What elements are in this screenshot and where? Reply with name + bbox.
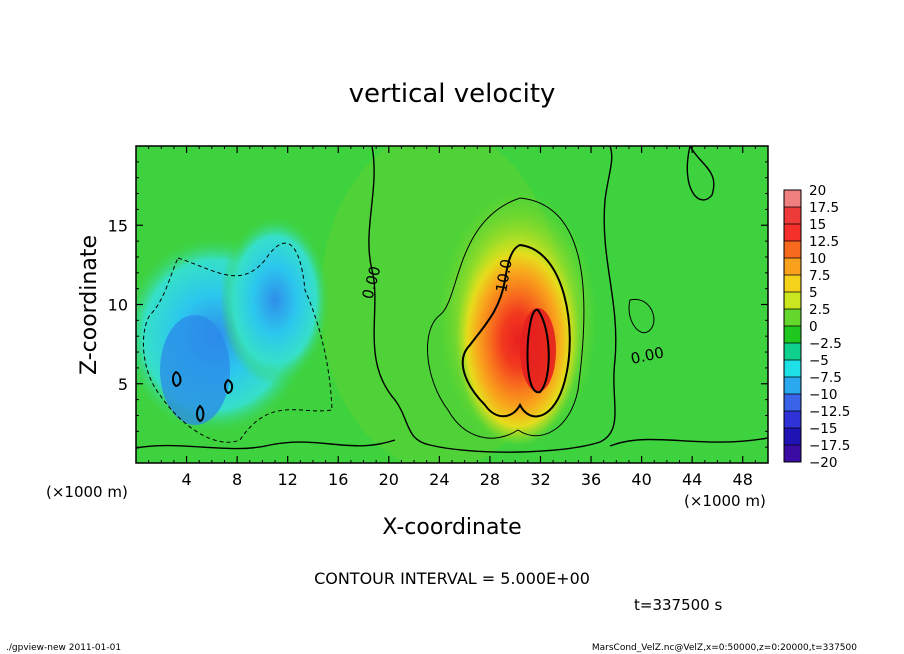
contour-neg10: [172, 370, 182, 388]
x-unit-left: (×1000 m): [46, 483, 128, 501]
footer-left: ./gpview-new 2011-01-01: [6, 643, 121, 653]
contour-zero: [628, 298, 655, 333]
colorbar-swatch: [784, 275, 801, 293]
colorbar-swatch: [784, 377, 801, 395]
contour-interval-text: CONTOUR INTERVAL = 5.000E+00: [314, 569, 590, 588]
x-tick-label: 48: [733, 470, 753, 489]
contour-10: [461, 243, 571, 418]
downdraft-core: [160, 315, 230, 425]
colorbar-label: −15: [809, 421, 838, 437]
colorbar-label: −10: [809, 387, 838, 403]
colorbar-swatch: [784, 445, 801, 463]
updraft-max: [520, 308, 556, 392]
contour-neg10: [224, 378, 234, 395]
contour-zero: [686, 146, 715, 201]
colorbar-label: −20: [809, 455, 838, 471]
colorbar-label: −2.5: [809, 336, 842, 352]
colorbar-swatch: [784, 394, 801, 412]
contour-neg5: [142, 242, 333, 443]
colorbar-swatch: [784, 190, 801, 208]
footer-right: MarsCond_VelZ.nc@VelZ,x=0:50000,z=0:2000…: [592, 643, 857, 653]
y-tick-label: 5: [118, 375, 128, 394]
colorbar-label: 0: [809, 319, 818, 335]
y-axis-label: Z-coordinate: [77, 235, 102, 375]
colorbar-swatch: [784, 241, 801, 259]
contour-zero: [136, 439, 396, 450]
x-tick-label: 24: [429, 470, 449, 489]
x-tick-label: 8: [232, 470, 242, 489]
x-unit-right: (×1000 m): [684, 492, 766, 510]
contour-zero: [609, 437, 768, 447]
x-axis-label: X-coordinate: [382, 515, 521, 540]
colorbar-label: 17.5: [809, 200, 839, 216]
colorbar-label: −12.5: [809, 404, 850, 420]
colorbar-label: 15: [809, 217, 826, 233]
colorbar-swatch: [784, 292, 801, 310]
x-tick-label: 12: [278, 470, 298, 489]
x-tick-label: 40: [631, 470, 651, 489]
colorbar: 2017.51512.5107.552.50−2.5−5−7.5−10−12.5…: [783, 183, 850, 471]
x-tick-label: 36: [581, 470, 601, 489]
x-tick-label: 4: [181, 470, 191, 489]
colorbar-label: −5: [809, 353, 829, 369]
downdraft-blob: [220, 215, 330, 385]
x-tick-label: 28: [480, 470, 500, 489]
contour-zero: [368, 146, 617, 453]
colorbar-label: 10: [809, 251, 826, 267]
colorbar-label: 5: [809, 285, 818, 301]
colorbar-swatch: [784, 343, 801, 361]
colorbar-label: 2.5: [809, 302, 830, 318]
updraft-core: [456, 235, 580, 445]
colorbar-swatch: [784, 326, 801, 344]
contour-5: [427, 197, 585, 439]
colorbar-label: −17.5: [809, 438, 850, 454]
colorbar-swatch: [784, 258, 801, 276]
colorbar-label: 20: [809, 183, 826, 199]
contour-neg10: [196, 404, 205, 423]
colorbar-swatch: [784, 428, 801, 446]
colorbar-label: 12.5: [809, 234, 839, 250]
contour-label: 10.0: [492, 258, 516, 294]
y-tick-label: 15: [108, 216, 128, 235]
colorbar-label: −7.5: [809, 370, 842, 386]
colorbar-swatch: [784, 309, 801, 327]
chart-title: vertical velocity: [349, 79, 556, 109]
colorbar-swatch: [784, 360, 801, 378]
colorbar-swatch: [784, 224, 801, 242]
x-tick-label: 20: [379, 470, 399, 489]
colorbar-swatch: [784, 411, 801, 429]
y-tick-label: 10: [108, 296, 128, 315]
x-tick-label: 16: [328, 470, 348, 489]
plot-area: [136, 146, 768, 463]
x-tick-label: 32: [530, 470, 550, 489]
time-text: t=337500 s: [634, 596, 722, 614]
colorbar-swatch: [784, 207, 801, 225]
contour-15: [526, 308, 550, 394]
x-tick-label: 44: [682, 470, 702, 489]
colorbar-label: 7.5: [809, 268, 830, 284]
